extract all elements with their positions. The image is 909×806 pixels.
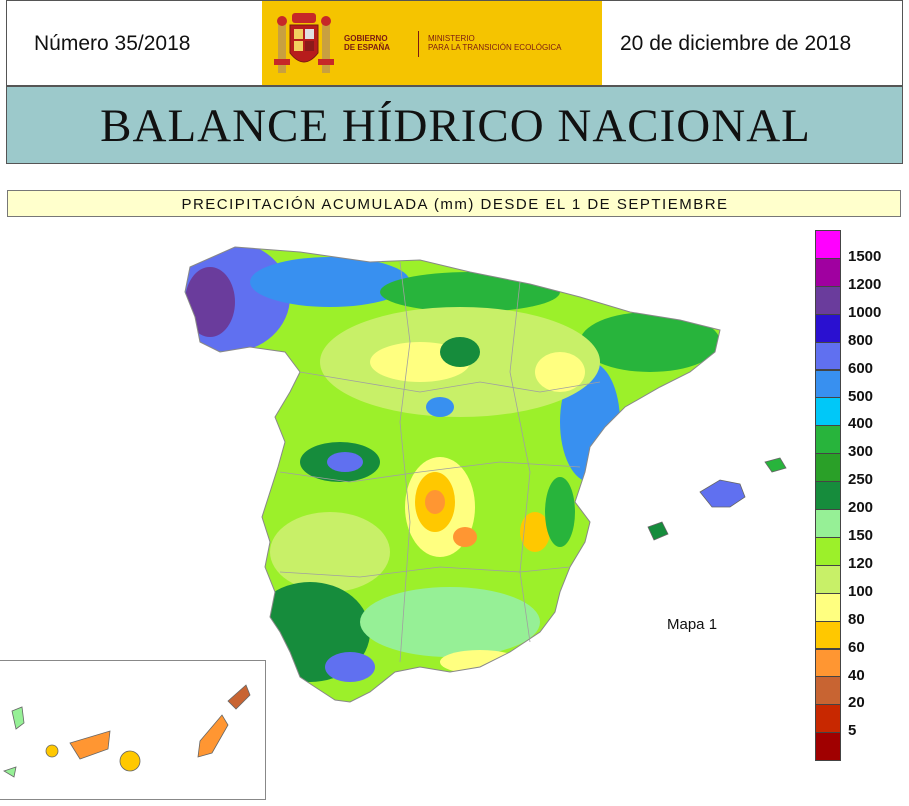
legend-swatch [815,425,841,455]
legend-label: 5 [848,722,857,740]
legend-swatch [815,285,841,315]
legend-swatch [815,648,841,678]
legend-label: 20 [848,694,865,712]
map-label: Mapa 1 [667,616,718,633]
legend-swatch [815,704,841,734]
legend-swatch [815,257,841,287]
legend-label: 150 [848,527,874,544]
title-bar: BALANCE HÍDRICO NACIONAL [6,86,903,164]
legend-label: 200 [848,499,874,517]
legend-swatch [815,676,841,706]
government-logo: GOBIERNO DE ESPAÑA MINISTERIO PARA LA TR… [262,1,602,85]
legend-label: 60 [848,638,865,656]
legend-label: 100 [848,582,874,600]
legend-swatch [815,732,841,762]
legend-swatch [815,341,841,371]
logo-text-ministry: MINISTERIO PARA LA TRANSICIÓN ECOLÓGICA [428,34,562,52]
legend-swatch [815,481,841,510]
map-subtitle: PRECIPITACIÓN ACUMULADA (mm) DESDE EL 1 … [181,196,729,213]
legend-swatch [815,620,841,650]
legend-label: 250 [848,471,874,489]
legend-label: 400 [848,415,874,433]
legend-label: 1500 [848,248,882,265]
legend-label: 120 [848,554,874,572]
legend-swatch [815,509,841,538]
legend-swatch [815,564,841,594]
legend-swatch [815,369,841,399]
legend-label: 80 [848,610,865,628]
page-title: BALANCE HÍDRICO NACIONAL [100,100,811,152]
legend-label: 500 [848,387,874,405]
logo-text-government: GOBIERNO DE ESPAÑA [344,34,391,52]
canary-islands-inset [0,660,266,800]
legend-label: 600 [848,359,874,377]
legend-label: 40 [848,666,865,684]
legend-label: 1000 [848,303,882,321]
region-borders [279,261,601,663]
coat-of-arms-icon [274,13,334,73]
canary-islands-map [3,684,251,778]
legend-swatch [815,592,841,622]
balearic-ibiza [647,521,669,541]
issue-date: 20 de diciembre de 2018 [620,32,852,55]
legend-label: 300 [848,443,874,461]
peninsula-fill [185,247,720,702]
legend-label: 800 [848,331,874,349]
balearic-menorca [764,457,787,473]
issue-number: Número 35/2018 [34,32,191,55]
precipitation-map [184,246,787,703]
peninsula-outline [184,246,721,703]
legend-swatch [815,313,841,343]
legend-swatch [815,230,841,259]
subtitle-bar: PRECIPITACIÓN ACUMULADA (mm) DESDE EL 1 … [7,190,901,217]
balearic-mallorca [699,479,746,508]
legend-swatch [815,536,841,566]
legend-label: 1200 [848,275,882,293]
legend-swatch [815,453,841,483]
legend-swatch [815,397,841,427]
logo-divider [418,31,419,57]
